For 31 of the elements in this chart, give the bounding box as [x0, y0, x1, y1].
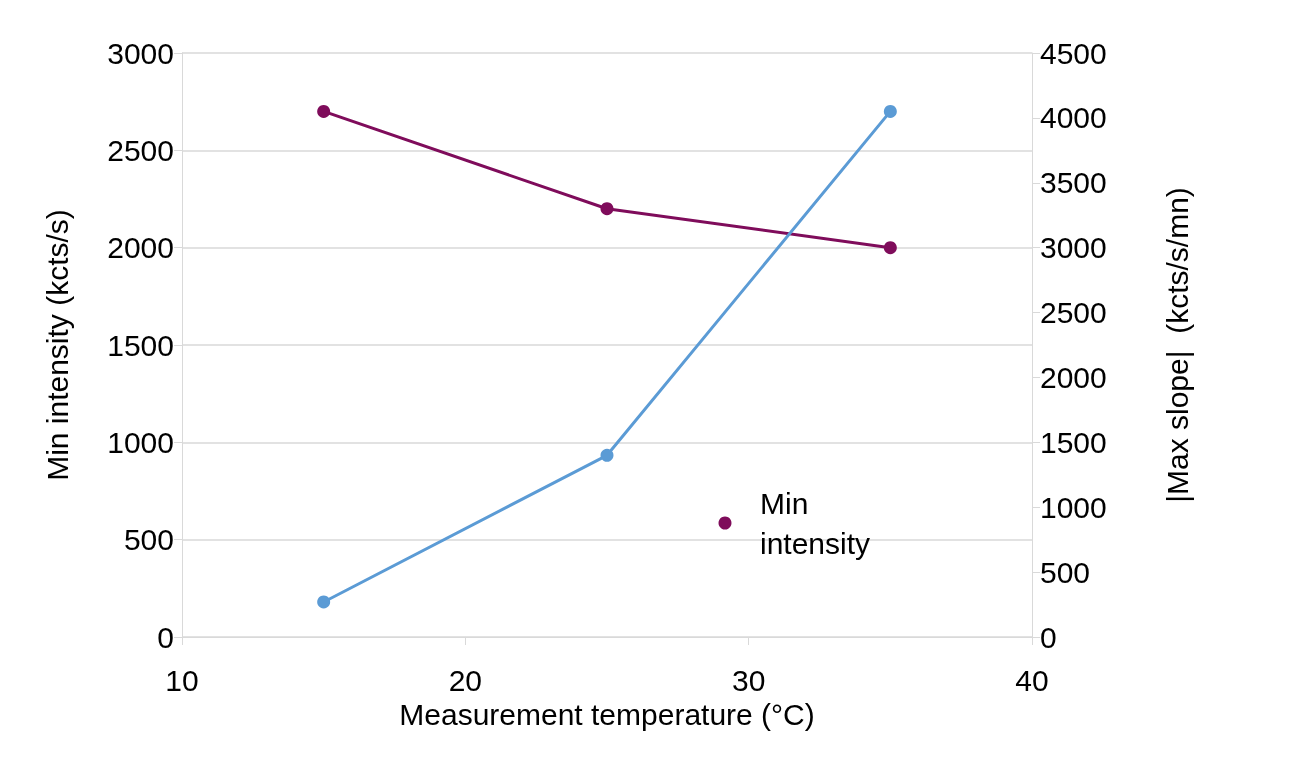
point — [317, 104, 331, 118]
y2-tick-label: 3000 — [1040, 231, 1107, 265]
y-tick-label: 3000 — [107, 36, 174, 70]
y-tick-label: 0 — [157, 620, 174, 654]
y2-tick-label: 2000 — [1040, 360, 1107, 394]
y2-tick-label: 1500 — [1040, 425, 1107, 459]
y2-tick-label: 4000 — [1040, 101, 1107, 135]
point — [317, 595, 331, 609]
y-tick-label: 1000 — [107, 425, 174, 459]
y-tick-label: 500 — [123, 523, 174, 557]
x-tick-label: 40 — [1015, 663, 1049, 697]
y2-tick-label: 4500 — [1040, 36, 1107, 70]
point — [883, 241, 897, 255]
y-tick-label: 1500 — [107, 328, 174, 362]
point — [883, 104, 897, 118]
x-tick-label: 20 — [448, 663, 483, 697]
y-axis-title: Min intensity (kcts/s) — [40, 209, 74, 481]
legend-label: Min intensity — [760, 486, 871, 560]
y-tick-label: 2000 — [107, 231, 174, 265]
x-tick-label: 30 — [731, 663, 766, 697]
y2-tick-label: 1000 — [1040, 490, 1107, 524]
y2-tick-label: 500 — [1040, 555, 1091, 589]
point — [600, 202, 614, 216]
y2-tick-label: 2500 — [1040, 296, 1107, 330]
y2-tick-label: 0 — [1040, 620, 1057, 654]
x-axis-title: Measurement temperature (°C) — [399, 698, 815, 732]
y-tick-label: 2500 — [107, 133, 174, 167]
x-tick-label: 10 — [165, 663, 199, 697]
point — [600, 448, 614, 462]
y2-axis-title: |Max slope| (kcts/s/mn) — [1160, 187, 1194, 503]
y2-tick-label: 3500 — [1040, 166, 1107, 200]
